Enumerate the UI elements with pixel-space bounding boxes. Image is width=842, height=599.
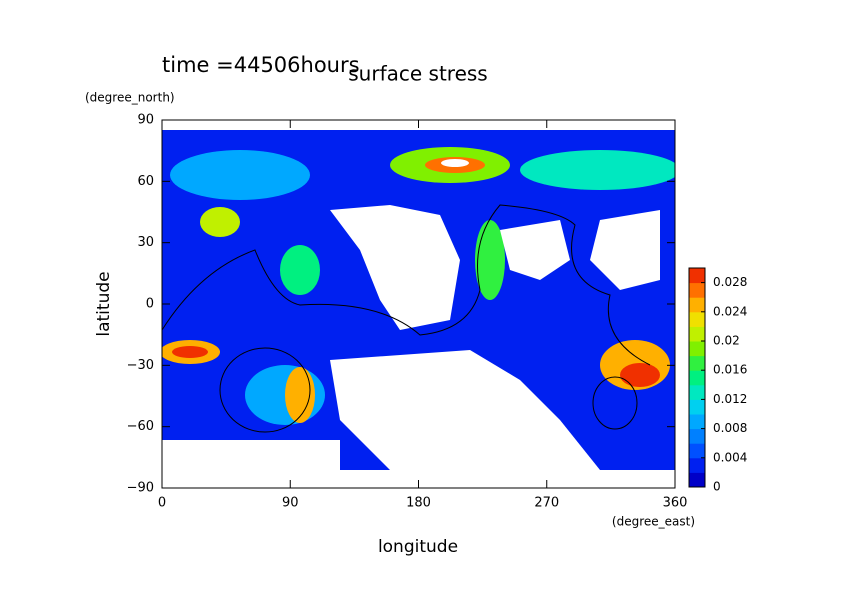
colorbar-band — [689, 457, 705, 473]
y-tick-label: 60 — [137, 174, 154, 189]
y-tick-label: 0 — [146, 297, 154, 312]
subtitle: time =44506hours — [162, 53, 360, 77]
x-tick-label: 0 — [158, 496, 166, 511]
colorbar-band — [689, 472, 705, 488]
colorbar-band — [689, 384, 705, 400]
x-unit: (degree_east) — [612, 515, 695, 529]
colorbar-band — [689, 355, 705, 371]
x-axis-label: longitude — [378, 537, 458, 557]
y-tick-label: −60 — [127, 419, 154, 434]
x-tick-label: 270 — [534, 496, 559, 511]
colorbar-tick-label: 0.024 — [713, 304, 747, 318]
chart-title: surface stress — [348, 62, 487, 86]
x-tick-label: 180 — [406, 496, 431, 511]
x-tick-label: 360 — [663, 496, 688, 511]
y-tick-label: −30 — [127, 358, 154, 373]
y-tick-label: 30 — [137, 235, 154, 250]
colorbar-frame — [688, 267, 706, 488]
colorbar-band — [689, 297, 705, 313]
colorbar-tick-label: 0.016 — [713, 363, 747, 377]
colorbar-band — [689, 326, 705, 342]
colorbar-band — [689, 268, 705, 284]
y-axis-label: latitude — [94, 271, 114, 336]
colorbar-band — [689, 443, 705, 459]
colorbar-tick-label: 0.02 — [713, 334, 740, 348]
y-unit: (degree_north) — [85, 91, 175, 105]
colorbar-band — [689, 311, 705, 327]
colorbar-tick-label: 0.028 — [713, 275, 747, 289]
colorbar-band — [689, 399, 705, 415]
colorbar-tick-label: 0 — [713, 480, 721, 494]
y-tick-label: −90 — [127, 481, 154, 496]
x-tick-label: 90 — [282, 496, 299, 511]
contour-field — [162, 120, 675, 488]
colorbar-band — [689, 341, 705, 357]
y-tick-label: 90 — [137, 113, 154, 128]
colorbar-band — [689, 428, 705, 444]
colorbar-band — [689, 370, 705, 386]
colorbar-band — [689, 414, 705, 430]
colorbar-tick-label: 0.008 — [713, 421, 747, 435]
colorbar-tick-label: 0.004 — [713, 450, 747, 464]
colorbar-band — [689, 282, 705, 298]
colorbar-tick-label: 0.012 — [713, 392, 747, 406]
